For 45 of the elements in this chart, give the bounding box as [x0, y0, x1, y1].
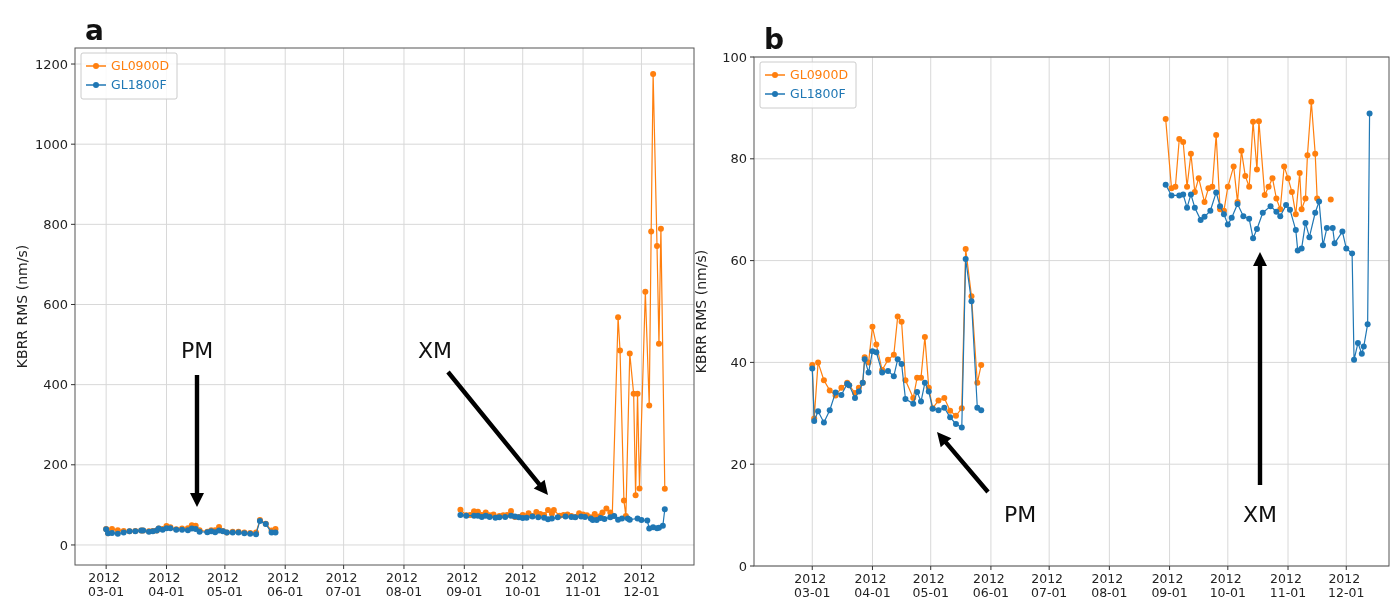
x-tick-label: 2012 05-01 — [912, 571, 949, 600]
x-tick-label: 2012 10-01 — [504, 570, 541, 599]
annotation: XM — [1242, 502, 1278, 527]
y-tick-label: 0 — [738, 558, 747, 574]
x-tick-label: 2012 04-01 — [854, 571, 891, 600]
x-tick-label: 2012 06-01 — [267, 570, 304, 599]
y-tick-label: 600 — [43, 297, 68, 313]
legend-label: GL1800F — [790, 86, 846, 102]
x-tick-label: 2012 09-01 — [1151, 571, 1188, 600]
x-tick-label: 2012 05-01 — [206, 570, 244, 599]
x-tick-label: 2012 07-01 — [325, 570, 362, 599]
x-tick-label: 2012 06-01 — [972, 571, 1010, 600]
x-tick-label: 2012 11-01 — [564, 570, 602, 599]
legend-label: GL1800F — [111, 77, 167, 93]
y-tick-label: 1200 — [34, 56, 68, 72]
x-tick-label: 2012 04-01 — [148, 570, 185, 599]
x-tick-label: 2012 08-01 — [1091, 571, 1128, 600]
x-tick-label: 2012 12-01 — [1328, 571, 1365, 600]
legend-label: GL0900D — [111, 58, 170, 74]
x-tick-label: 2012 11-01 — [1269, 571, 1307, 600]
legend-label: GL0900D — [790, 67, 849, 83]
y-tick-label: 0 — [59, 537, 68, 553]
y-tick-label: 40 — [730, 354, 747, 370]
x-tick-label: 2012 10-01 — [1209, 571, 1246, 600]
y-tick-label: 800 — [43, 216, 68, 232]
y-axis-title: KBRR RMS (nm/s) — [14, 244, 30, 369]
annotation: PM — [1003, 502, 1037, 527]
y-axis-title: KBRR RMS (nm/s) — [693, 249, 709, 374]
annotation: XM — [417, 338, 453, 363]
annotation: PM — [180, 338, 214, 363]
y-tick-label: 400 — [43, 377, 68, 393]
chart-title: a — [85, 14, 104, 47]
chart-title: b — [764, 23, 785, 56]
x-tick-label: 2012 03-01 — [794, 571, 831, 600]
x-tick-label: 2012 08-01 — [385, 570, 423, 599]
x-tick-label: 2012 09-01 — [446, 570, 483, 599]
x-tick-label: 2012 12-01 — [623, 570, 660, 599]
y-tick-label: 20 — [730, 456, 747, 472]
y-tick-label: 1000 — [34, 136, 68, 152]
x-tick-label: 2012 07-01 — [1031, 571, 1068, 600]
x-tick-label: 2012 03-01 — [87, 570, 125, 599]
y-tick-label: 100 — [722, 49, 747, 65]
y-tick-label: 200 — [43, 457, 68, 473]
y-tick-label: 80 — [730, 151, 747, 167]
y-tick-label: 60 — [730, 253, 747, 269]
